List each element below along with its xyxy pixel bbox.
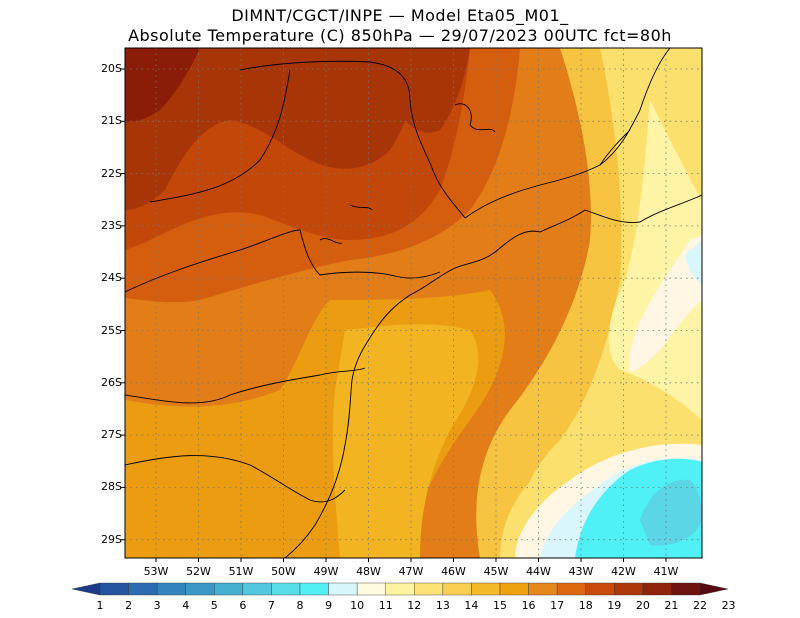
colorbar-label: 23 <box>721 599 736 612</box>
zone-15 <box>332 324 479 558</box>
colorbar-swatch <box>642 582 672 596</box>
longitude-label: 51W <box>228 565 254 578</box>
colorbar-swatch <box>471 582 501 596</box>
colorbar-swatch <box>442 582 472 596</box>
colorbar-swatch <box>499 582 529 596</box>
colorbar-label: 11 <box>378 599 393 612</box>
colorbar-swatch <box>185 582 215 596</box>
colorbar-label: 9 <box>325 599 333 612</box>
boundaries <box>125 48 702 558</box>
colorbar-label: 1 <box>96 599 104 612</box>
colorbar-swatch <box>214 582 244 596</box>
colorbar-label: 5 <box>210 599 218 612</box>
latitude-label: 20S <box>101 62 122 75</box>
colorbar-arrow-right <box>699 582 729 596</box>
longitude-label: 46W <box>441 565 466 578</box>
latitude-label: 27S <box>101 428 122 442</box>
reservoirs <box>319 103 496 244</box>
border-pr-sc <box>125 367 366 404</box>
border-sp-pr <box>125 229 441 293</box>
colorbar-label: 15 <box>493 599 507 612</box>
latitude-label: 22S <box>101 166 122 180</box>
temperature-field <box>125 48 702 558</box>
colorbar-label: 20 <box>635 599 650 612</box>
longitude-label: 50W <box>271 565 296 578</box>
colorbar-label: 6 <box>239 599 247 612</box>
longitude-label: 52W <box>186 565 211 578</box>
border-mg-es <box>599 129 631 166</box>
latitude-label: 28S <box>101 480 122 494</box>
axis-ticks <box>121 68 667 562</box>
colorbar-swatch <box>271 582 301 596</box>
chart-title-line2: Absolute Temperature (C) 850hPa — 29/07/… <box>128 26 672 45</box>
colorbar-swatch <box>585 582 615 596</box>
chart-title-line1: DIMNT/CGCT/INPE — Model Eta05_M01_ <box>231 6 569 25</box>
colorbar-swatch <box>156 582 186 596</box>
latitude-label: 26S <box>101 375 122 389</box>
colorbar-label: 2 <box>125 599 133 612</box>
colorbar-swatch <box>99 582 129 596</box>
colorbar-label: 4 <box>182 599 190 612</box>
colorbar-label: 17 <box>550 599 565 612</box>
colorbar-swatch <box>556 582 586 596</box>
longitude-label: 41W <box>653 565 679 578</box>
colorbar-label: 3 <box>153 599 161 612</box>
colorbar-label: 21 <box>664 599 679 612</box>
colorbar-swatch <box>328 582 358 596</box>
colorbar-swatch <box>385 582 415 596</box>
colorbar-swatch <box>614 582 644 596</box>
colorbar-swatch <box>414 582 444 596</box>
colorbar-swatch <box>671 582 701 596</box>
latitude-label: 29S <box>101 532 122 546</box>
longitude-label: 49W <box>313 565 339 578</box>
border-ms-sp <box>149 69 291 203</box>
coastline <box>284 194 702 558</box>
zone-10-north <box>685 240 702 285</box>
colorbar-label: 14 <box>464 599 479 612</box>
longitude-label: 44W <box>526 565 551 578</box>
longitude-label: 53W <box>143 565 169 578</box>
colorbar-swatch <box>356 582 386 596</box>
colorbar-label: 16 <box>521 599 536 612</box>
latitude-label: 24S <box>101 271 122 285</box>
zone-20 <box>125 48 420 210</box>
longitude-label: 43W <box>568 565 594 578</box>
colorbar-swatch <box>528 582 558 596</box>
latitude-label: 21S <box>101 114 122 128</box>
colorbar-label: 19 <box>607 599 622 612</box>
colorbar-label: 8 <box>296 599 304 612</box>
map-frame <box>124 47 703 559</box>
colorbar-swatch <box>128 582 158 596</box>
colorbar-label: 18 <box>578 599 593 612</box>
colorbar-label: 22 <box>693 599 707 612</box>
colorbar <box>71 582 729 596</box>
longitude-label: 47W <box>398 565 424 578</box>
border-sc-rs <box>125 455 346 503</box>
colorbar-label: 10 <box>350 599 365 612</box>
lat-lon-grid <box>125 48 702 558</box>
longitude-label: 48W <box>356 565 381 578</box>
zone-11 <box>629 235 702 372</box>
colorbar-swatch <box>299 582 329 596</box>
colorbar-swatch <box>242 582 272 596</box>
zone-21 <box>125 48 200 122</box>
colorbar-label: 13 <box>435 599 450 612</box>
colorbar-label: 7 <box>267 599 275 612</box>
colorbar-label: 12 <box>407 599 422 612</box>
zone-20-east <box>380 48 470 133</box>
colorbar-arrow-left <box>71 582 101 596</box>
zone-8 <box>640 479 702 546</box>
border-mg-sp <box>239 60 466 219</box>
zone-12 <box>608 100 702 420</box>
latitude-label: 23S <box>101 218 122 232</box>
longitude-label: 45W <box>483 565 509 578</box>
latitude-label: 25S <box>101 323 122 337</box>
longitude-label: 42W <box>611 565 636 578</box>
